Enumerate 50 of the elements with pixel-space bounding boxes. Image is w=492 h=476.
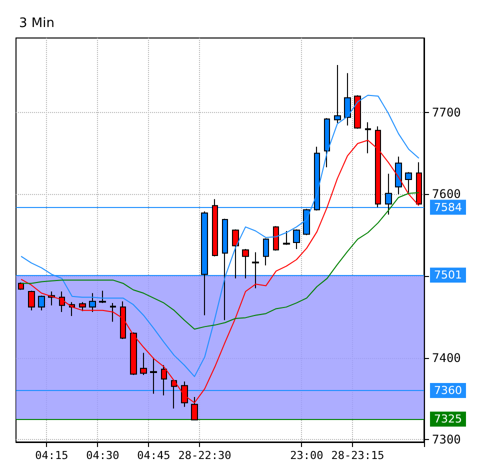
x-tick-label: 23:00 (290, 449, 324, 462)
candlestick (130, 332, 137, 376)
y-tick-label: 7400 (432, 350, 461, 365)
candlestick (232, 228, 239, 279)
ref-line-label: 7501 (434, 268, 462, 282)
candlestick (283, 230, 290, 246)
ref-line-label: 7360 (434, 384, 462, 397)
candlestick (273, 226, 279, 252)
x-tick-label: 28-23:15 (331, 449, 384, 462)
y-tick-label: 7600 (432, 187, 461, 202)
candlestick (120, 300, 126, 340)
candlestick (344, 72, 351, 126)
chart-title: 3 Min (19, 16, 54, 31)
candlestick (314, 146, 320, 212)
candlestick (293, 228, 300, 250)
candlestick (303, 208, 310, 236)
candlestick (89, 292, 96, 312)
candlestick (79, 302, 86, 312)
x-tick-label: 28-22:30 (178, 449, 232, 462)
candlestick (405, 172, 412, 194)
candlestick (161, 364, 167, 396)
candlestick (140, 352, 147, 376)
candlestick (28, 290, 35, 311)
ref-line-label: 7325 (434, 412, 462, 426)
candlestick (110, 302, 116, 322)
ref-line-label: 7584 (434, 200, 462, 214)
candlestick (18, 282, 24, 290)
candlestick (354, 94, 361, 130)
x-tick-label: 04:45 (137, 449, 170, 462)
candlestick (201, 210, 208, 316)
candlestick (38, 295, 45, 311)
candlestick (150, 357, 157, 394)
candlestick (263, 238, 269, 266)
y-tick-label: 7700 (432, 105, 461, 120)
candlestick (385, 173, 392, 216)
x-tick-label: 04:30 (86, 449, 120, 462)
candlestick (69, 302, 75, 317)
candlestick (59, 291, 65, 312)
candlestick (334, 64, 341, 124)
x-tick-label: 04:15 (35, 449, 68, 462)
candlestick (99, 290, 106, 304)
y-tick-label: 7300 (432, 432, 461, 447)
candlestick (242, 248, 249, 279)
candlestick (212, 198, 218, 257)
line-series (20, 192, 420, 330)
candlestick (48, 291, 55, 306)
candlestick (252, 252, 259, 289)
candlestick (395, 156, 402, 195)
candlestick (324, 118, 330, 168)
candlestick (222, 218, 228, 321)
